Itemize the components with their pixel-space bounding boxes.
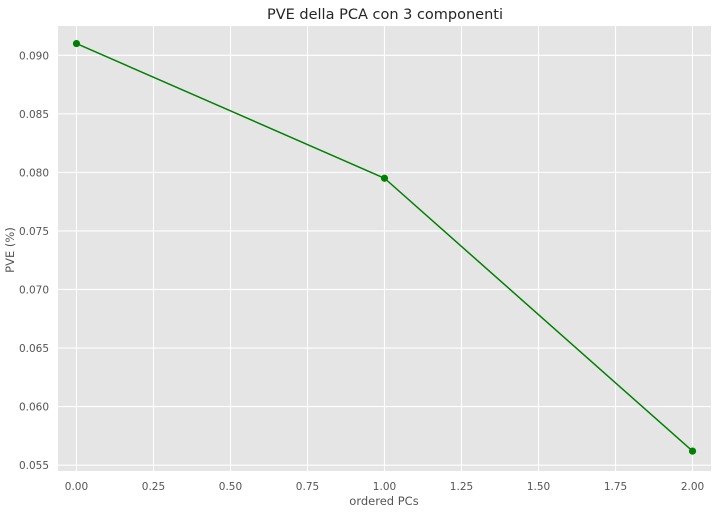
y-tick-label: 0.065 [19,343,49,355]
x-tick-label: 0.75 [296,481,319,493]
y-axis-ticks: 0.055 0.060 0.065 0.070 0.075 0.080 0.085 0.090 [19,50,49,472]
data-point [72,39,81,48]
data-point [688,447,697,455]
x-tick-label: 0.25 [142,481,165,493]
chart-title: PVE della PCA con 3 componenti [267,7,503,23]
x-axis-label: ordered PCs [349,494,418,508]
x-tick-label: 2.00 [681,481,704,493]
x-axis-ticks: 0.00 0.25 0.50 0.75 1.00 1.25 1.50 1.75 2.00 [65,481,704,493]
y-tick-label: 0.075 [19,226,49,238]
x-tick-label: 0.50 [219,481,242,493]
y-tick-label: 0.060 [19,402,49,414]
x-tick-label: 1.50 [527,481,550,493]
x-tick-label: 1.25 [450,481,473,493]
y-tick-label: 0.070 [19,284,49,296]
x-tick-label: 0.00 [65,481,88,493]
x-tick-label: 1.00 [373,481,396,493]
x-tick-label: 1.75 [604,481,627,493]
y-tick-label: 0.090 [19,50,49,62]
y-tick-label: 0.085 [19,109,49,121]
grid-lines [58,26,711,471]
y-tick-label: 0.055 [19,460,49,472]
series-group [72,39,697,455]
y-tick-label: 0.080 [19,167,49,179]
y-axis-label: PVE (%) [3,227,17,273]
data-point [380,174,389,182]
